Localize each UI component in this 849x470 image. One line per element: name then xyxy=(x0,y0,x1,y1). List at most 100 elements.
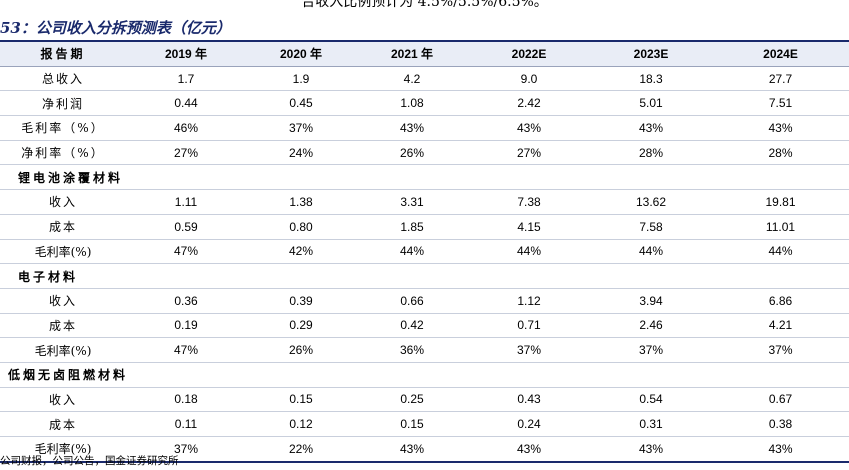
value-cell: 0.80 xyxy=(246,214,356,240)
value-cell: 1.85 xyxy=(356,214,468,240)
table-row: 收入 0.36 0.39 0.66 1.12 3.94 6.86 xyxy=(0,288,849,314)
value-cell: 0.19 xyxy=(126,313,246,339)
value-cell: 44% xyxy=(712,239,849,265)
value-cell: 4.21 xyxy=(712,313,849,339)
section-label: 锂电池涂覆材料 xyxy=(0,164,849,191)
table-row: 成本 0.59 0.80 1.85 4.15 7.58 11.01 xyxy=(0,214,849,240)
value-cell: 0.66 xyxy=(356,288,468,314)
value-cell: 26% xyxy=(246,337,356,363)
value-cell: 44% xyxy=(468,239,590,265)
header-year: 2022E xyxy=(468,42,590,67)
revenue-forecast-table: 报告期 2019 年 2020 年 2021 年 2022E 2023E 2024E 总收入… xyxy=(0,42,849,463)
row-label: 收入 xyxy=(0,288,126,314)
table-caption: 53：公司收入分拆预测表（亿元） xyxy=(0,19,231,37)
header-year: 2021 年 xyxy=(356,42,468,67)
value-cell: 5.01 xyxy=(590,90,712,117)
value-cell: 0.42 xyxy=(356,313,468,339)
row-label: 毛利率(%) xyxy=(0,239,126,265)
value-cell: 19.81 xyxy=(712,189,849,215)
value-cell: 37% xyxy=(126,436,246,463)
value-cell: 1.7 xyxy=(126,66,246,92)
value-cell: 43% xyxy=(468,115,590,141)
value-cell: 0.39 xyxy=(246,288,356,314)
value-cell: 7.38 xyxy=(468,189,590,215)
value-cell: 36% xyxy=(356,337,468,363)
value-cell: 0.15 xyxy=(246,387,356,413)
value-cell: 37% xyxy=(590,337,712,363)
value-cell: 9.0 xyxy=(468,66,590,92)
table-row: 净利率（%） 27% 24% 26% 27% 28% 28% xyxy=(0,140,849,166)
row-label: 收入 xyxy=(0,387,126,413)
value-cell: 13.62 xyxy=(590,189,712,215)
value-cell: 4.15 xyxy=(468,214,590,240)
value-cell: 1.38 xyxy=(246,189,356,215)
header-period: 报告期 xyxy=(0,42,126,67)
row-label: 毛利率(%) xyxy=(0,436,126,463)
table-row: 毛利率(%) 37% 22% 43% 43% 43% 43% xyxy=(0,436,849,463)
header-year: 2023E xyxy=(590,42,712,67)
value-cell: 7.58 xyxy=(590,214,712,240)
value-cell: 1.12 xyxy=(468,288,590,314)
section-row: 低烟无卤阻燃材料 xyxy=(0,362,849,388)
row-label: 成本 xyxy=(0,313,126,339)
value-cell: 37% xyxy=(246,115,356,141)
value-cell: 7.51 xyxy=(712,90,849,117)
value-cell: 43% xyxy=(356,115,468,141)
table-row: 毛利率(%) 47% 26% 36% 37% 37% 37% xyxy=(0,337,849,363)
value-cell: 0.29 xyxy=(246,313,356,339)
value-cell: 0.18 xyxy=(126,387,246,413)
table-header-row: 报告期 2019 年 2020 年 2021 年 2022E 2023E 2024E xyxy=(0,42,849,67)
row-label: 净利润 xyxy=(0,90,126,117)
value-cell: 44% xyxy=(356,239,468,265)
value-cell: 24% xyxy=(246,140,356,166)
section-row: 锂电池涂覆材料 xyxy=(0,164,849,191)
value-cell: 0.12 xyxy=(246,411,356,437)
value-cell: 28% xyxy=(712,140,849,166)
value-cell: 2.42 xyxy=(468,90,590,117)
value-cell: 46% xyxy=(126,115,246,141)
value-cell: 2.46 xyxy=(590,313,712,339)
row-label: 毛利率(%) xyxy=(0,337,126,363)
value-cell: 27.7 xyxy=(712,66,849,92)
value-cell: 11.01 xyxy=(712,214,849,240)
value-cell: 22% xyxy=(246,436,356,463)
value-cell: 43% xyxy=(590,115,712,141)
value-cell: 3.94 xyxy=(590,288,712,314)
value-cell: 27% xyxy=(468,140,590,166)
value-cell: 42% xyxy=(246,239,356,265)
value-cell: 0.24 xyxy=(468,411,590,437)
value-cell: 44% xyxy=(590,239,712,265)
value-cell: 26% xyxy=(356,140,468,166)
row-label: 毛利率（%） xyxy=(0,115,126,141)
section-label: 低烟无卤阻燃材料 xyxy=(0,362,849,388)
value-cell: 28% xyxy=(590,140,712,166)
row-label: 净利率（%） xyxy=(0,140,126,166)
value-cell: 3.31 xyxy=(356,189,468,215)
table-row: 总收入 1.7 1.9 4.2 9.0 18.3 27.7 xyxy=(0,66,849,92)
value-cell: 0.44 xyxy=(126,90,246,117)
table-row: 净利润 0.44 0.45 1.08 2.42 5.01 7.51 xyxy=(0,90,849,117)
value-cell: 43% xyxy=(468,436,590,463)
row-label: 收入 xyxy=(0,189,126,215)
value-cell: 0.25 xyxy=(356,387,468,413)
value-cell: 0.11 xyxy=(126,411,246,437)
value-cell: 0.45 xyxy=(246,90,356,117)
header-year: 2020 年 xyxy=(246,42,356,67)
value-cell: 0.67 xyxy=(712,387,849,413)
value-cell: 0.15 xyxy=(356,411,468,437)
table-row: 收入 1.11 1.38 3.31 7.38 13.62 19.81 xyxy=(0,189,849,215)
value-cell: 37% xyxy=(712,337,849,363)
value-cell: 1.11 xyxy=(126,189,246,215)
preceding-text-fragment: 合收入比例预计为 4.5%/5.5%/6.5%。 xyxy=(301,0,548,10)
value-cell: 0.36 xyxy=(126,288,246,314)
value-cell: 43% xyxy=(712,436,849,463)
value-cell: 0.31 xyxy=(590,411,712,437)
value-cell: 47% xyxy=(126,239,246,265)
value-cell: 1.9 xyxy=(246,66,356,92)
value-cell: 0.54 xyxy=(590,387,712,413)
value-cell: 0.38 xyxy=(712,411,849,437)
table-row: 成本 0.11 0.12 0.15 0.24 0.31 0.38 xyxy=(0,411,849,437)
value-cell: 43% xyxy=(712,115,849,141)
header-year: 2024E xyxy=(712,42,849,67)
caption-rule xyxy=(0,40,849,42)
